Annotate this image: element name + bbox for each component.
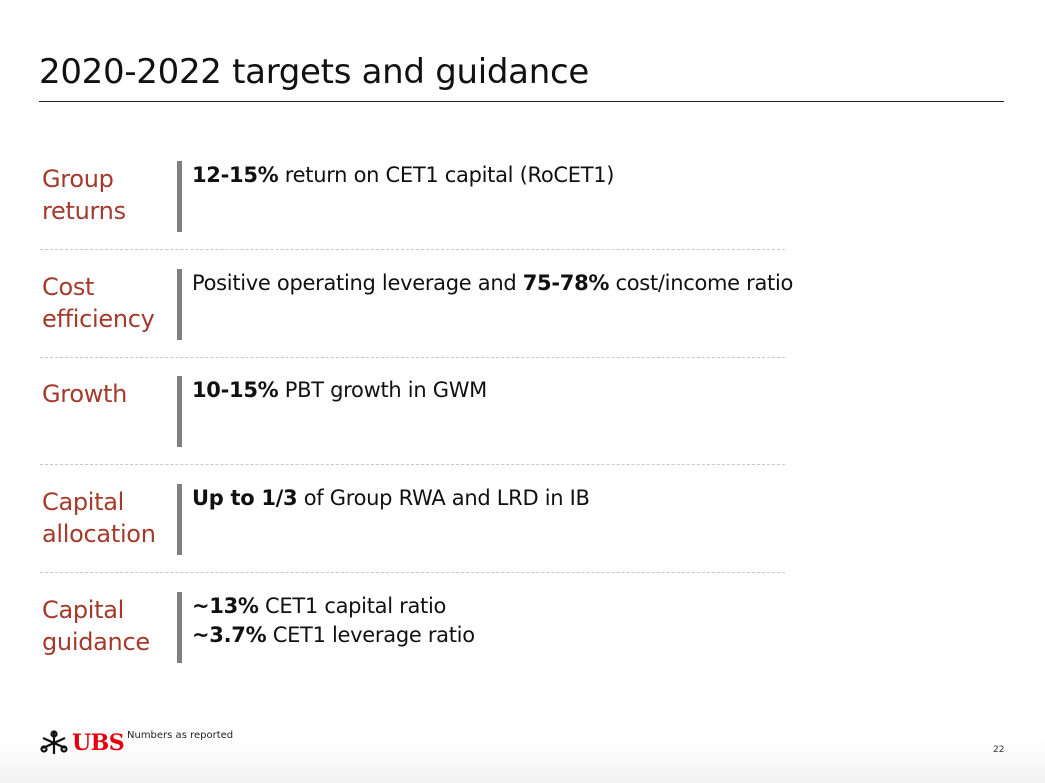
row-divider — [40, 357, 785, 358]
accent-bar — [177, 484, 182, 555]
row-divider — [40, 572, 785, 573]
row-divider — [40, 249, 785, 250]
text-bold: ~3.7% — [192, 623, 267, 647]
text-line: 10-15% PBT growth in GWM — [192, 376, 487, 405]
row-label: Cost efficiency — [42, 271, 155, 335]
label-line: Capital — [42, 488, 125, 516]
text-plain: cost/income ratio — [609, 271, 794, 295]
target-row: Group returns 12-15% return on CET1 capit… — [0, 161, 800, 271]
text-bold: ~13% — [192, 594, 259, 618]
accent-bar — [177, 161, 182, 232]
accent-bar — [177, 376, 182, 447]
row-label: Growth — [42, 378, 127, 410]
target-row: Growth 10-15% PBT growth in GWM — [0, 376, 800, 486]
text-line: ~3.7% CET1 leverage ratio — [192, 621, 475, 650]
label-line: Cost — [42, 273, 95, 301]
label-line: allocation — [42, 520, 156, 548]
text-bold: 12-15% — [192, 163, 279, 187]
text-bold: 75-78% — [522, 271, 610, 295]
row-text: 10-15% PBT growth in GWM — [192, 376, 487, 405]
text-bold: Up to 1/3 — [192, 486, 298, 510]
keys-icon — [40, 730, 68, 754]
text-line: ~13% CET1 capital ratio — [192, 592, 475, 621]
ubs-logo: UBS — [40, 730, 125, 756]
row-text: ~13% CET1 capital ratio ~3.7% CET1 levera… — [192, 592, 475, 650]
label-line: guidance — [42, 628, 150, 656]
target-row: Capital allocation Up to 1/3 of Group RWA… — [0, 484, 800, 594]
target-row: Cost efficiency Positive operating levera… — [0, 269, 800, 379]
footnote: Numbers as reported — [127, 730, 234, 741]
footer-background — [0, 738, 1045, 783]
text-plain: PBT growth in GWM — [278, 378, 488, 402]
row-text: Up to 1/3 of Group RWA and LRD in IB — [192, 484, 590, 513]
text-plain: CET1 leverage ratio — [266, 623, 475, 647]
text-plain: return on CET1 capital (RoCET1) — [278, 163, 615, 187]
text-line: Positive operating leverage and 75-78% c… — [192, 269, 793, 298]
accent-bar — [177, 269, 182, 340]
label-line: efficiency — [42, 305, 155, 333]
page-title: 2020-2022 targets and guidance — [39, 52, 589, 92]
text-plain: of Group RWA and LRD in IB — [297, 486, 590, 510]
label-line: Growth — [42, 380, 128, 408]
text-line: 12-15% return on CET1 capital (RoCET1) — [192, 161, 615, 190]
title-rule — [39, 101, 1004, 102]
label-line: Capital — [42, 596, 125, 624]
row-divider — [40, 464, 785, 465]
row-text: 12-15% return on CET1 capital (RoCET1) — [192, 161, 615, 190]
row-text: Positive operating leverage and 75-78% c… — [192, 269, 793, 298]
row-label: Capital guidance — [42, 594, 150, 658]
label-line: Group — [42, 165, 114, 193]
label-line: returns — [42, 197, 126, 225]
text-plain: Positive operating leverage and — [192, 271, 523, 295]
page-number: 22 — [993, 745, 1005, 755]
row-label: Capital allocation — [42, 486, 156, 550]
text-line: Up to 1/3 of Group RWA and LRD in IB — [192, 484, 590, 513]
text-plain: CET1 capital ratio — [258, 594, 447, 618]
text-bold: 10-15% — [192, 378, 279, 402]
target-row: Capital guidance ~13% CET1 capital ratio ~… — [0, 592, 800, 702]
ubs-logo-text: UBS — [72, 730, 125, 756]
accent-bar — [177, 592, 182, 663]
row-label: Group returns — [42, 163, 126, 227]
